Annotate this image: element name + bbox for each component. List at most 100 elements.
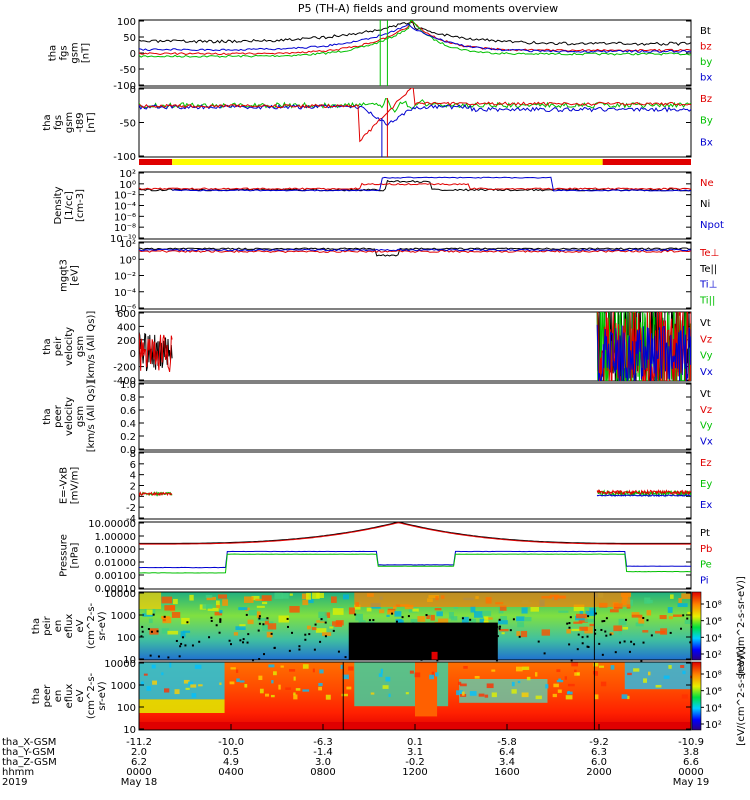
series-Pt [139, 522, 691, 544]
spectrogram-cell [456, 690, 463, 696]
spectrogram-cell [633, 668, 640, 672]
spectrogram-cell [498, 620, 508, 625]
spectrogram-cell [164, 605, 176, 611]
panel-peir_velocity: 600 400 200 0 -200 -400 tha peir velocity gsm [km/… [42, 309, 713, 387]
legend-Ex: Ex [700, 500, 712, 511]
spectrogram-cell [584, 618, 594, 623]
y-axis-label: eV [75, 619, 86, 632]
y-tick-label: -200 [113, 363, 136, 374]
spectrogram-cell [622, 626, 629, 630]
legend-Pi: Pi [700, 575, 709, 586]
spectrogram-speck [456, 628, 459, 631]
y-axis-label: sr-eV) [97, 681, 108, 710]
colorbar-tick-label: 10⁴ [705, 633, 722, 644]
spectrogram-cell [516, 631, 521, 637]
spectrogram-speck [242, 641, 245, 644]
spectrogram-cell [342, 674, 349, 680]
spectrogram-speck [625, 618, 628, 621]
spectrogram-cell [205, 595, 213, 598]
spectrogram-cell [681, 694, 688, 699]
colorbar-tick-label: 10⁶ [705, 617, 722, 628]
spectrogram-cell [301, 593, 309, 600]
spectrogram-speck [475, 632, 478, 635]
spectrogram-cell [265, 693, 270, 697]
spectrogram-cell [268, 664, 275, 668]
spectrogram-cell [431, 651, 438, 660]
axes-frame-pressure [138, 521, 692, 590]
spectrogram-cell [566, 629, 572, 634]
spectrogram-cell [274, 592, 283, 599]
legend-Vy: Vy [700, 421, 713, 432]
spectrogram-speck [628, 650, 631, 653]
y-axis-label: tha [48, 45, 59, 61]
spectrogram-cell [385, 676, 391, 682]
spectrogram-cell [312, 592, 320, 599]
spectrogram-speck [605, 634, 608, 637]
colorbar-tick-label: 10² [705, 720, 722, 731]
spectrogram-cell [238, 607, 248, 611]
spectrogram-cell [329, 626, 334, 629]
spectrogram-cell [431, 671, 435, 677]
spectrogram-cell [388, 693, 391, 698]
y-axis-label: [nT] [81, 43, 92, 63]
spectrogram-cell [335, 620, 344, 626]
panel-peer_velocity: 1.0 0.8 0.6 0.4 0.2 0.0 tha peer velocity gsm [km/… [42, 380, 713, 456]
legend-Vx: Vx [700, 367, 713, 378]
spectrogram-cell [262, 601, 268, 605]
spectrogram-cell [469, 691, 477, 696]
spectrogram-speck [391, 612, 394, 615]
y-axis-label: velocity [64, 327, 75, 366]
spectrogram-speck [140, 635, 143, 638]
spectrogram-cell [382, 685, 389, 689]
spectrogram-cell [216, 604, 221, 609]
spectrogram-cell [593, 670, 598, 675]
y-tick-label: 100 [117, 703, 136, 714]
x-row-value: 3.8 [683, 747, 699, 758]
spectrogram-cell [434, 608, 442, 611]
x-row-label-tha_X-GSM: tha_X-GSM [2, 737, 56, 748]
spectrogram-cell [557, 689, 562, 693]
spectrogram-cell [185, 687, 190, 690]
spectrogram-speck [646, 619, 649, 622]
spectrogram-speck [324, 621, 327, 624]
legend-Te⊥: Te⊥ [699, 248, 719, 259]
series-Pb [139, 522, 691, 545]
y-tick-label: 0 [130, 85, 136, 96]
spectrogram-speck [298, 648, 301, 651]
spectrogram-speck [308, 633, 311, 636]
series-group [139, 176, 691, 192]
y-axis-label: [nPa] [70, 542, 81, 568]
spectrogram-speck [395, 620, 398, 623]
spectrogram-cell [346, 686, 352, 690]
spectrogram-cell [331, 596, 337, 603]
y-tick-label: 0.8 [120, 393, 136, 404]
y-tick-label: 0.2 [120, 432, 136, 443]
spectrogram-cell [146, 609, 153, 615]
spectrogram-cell [594, 694, 599, 700]
axes-frame-peer_velocity [138, 382, 692, 451]
spectrogram-speck [469, 618, 472, 621]
series-Pi [139, 550, 691, 569]
spectrogram-cell [181, 617, 190, 625]
spectrogram-speck [447, 636, 450, 639]
x-row-value: 0000 [126, 767, 151, 778]
spectrogram-cell [459, 683, 467, 687]
spectrogram-cell [681, 593, 691, 599]
spectrogram-speck [210, 619, 213, 622]
status-bar-segment [139, 159, 173, 165]
legend-By: By [700, 116, 713, 127]
spectrogram-cell [316, 592, 324, 599]
colorbar-peir_en_eflux [691, 591, 702, 661]
spectrogram-speck [258, 617, 261, 620]
spectrogram-speck [581, 642, 584, 645]
y-axis-label: velocity [64, 397, 75, 436]
legend-Pe: Pe [700, 560, 712, 571]
spectrogram-cell [236, 678, 240, 682]
spectrogram-cell [264, 617, 269, 625]
spectrogram-speck [184, 644, 187, 647]
y-axis-label: -t89 [75, 112, 86, 132]
spectrogram-speck [376, 640, 379, 643]
spectrogram-cell [576, 613, 587, 619]
spectrogram-speck [313, 648, 316, 651]
spectrogram-cell [239, 624, 246, 628]
